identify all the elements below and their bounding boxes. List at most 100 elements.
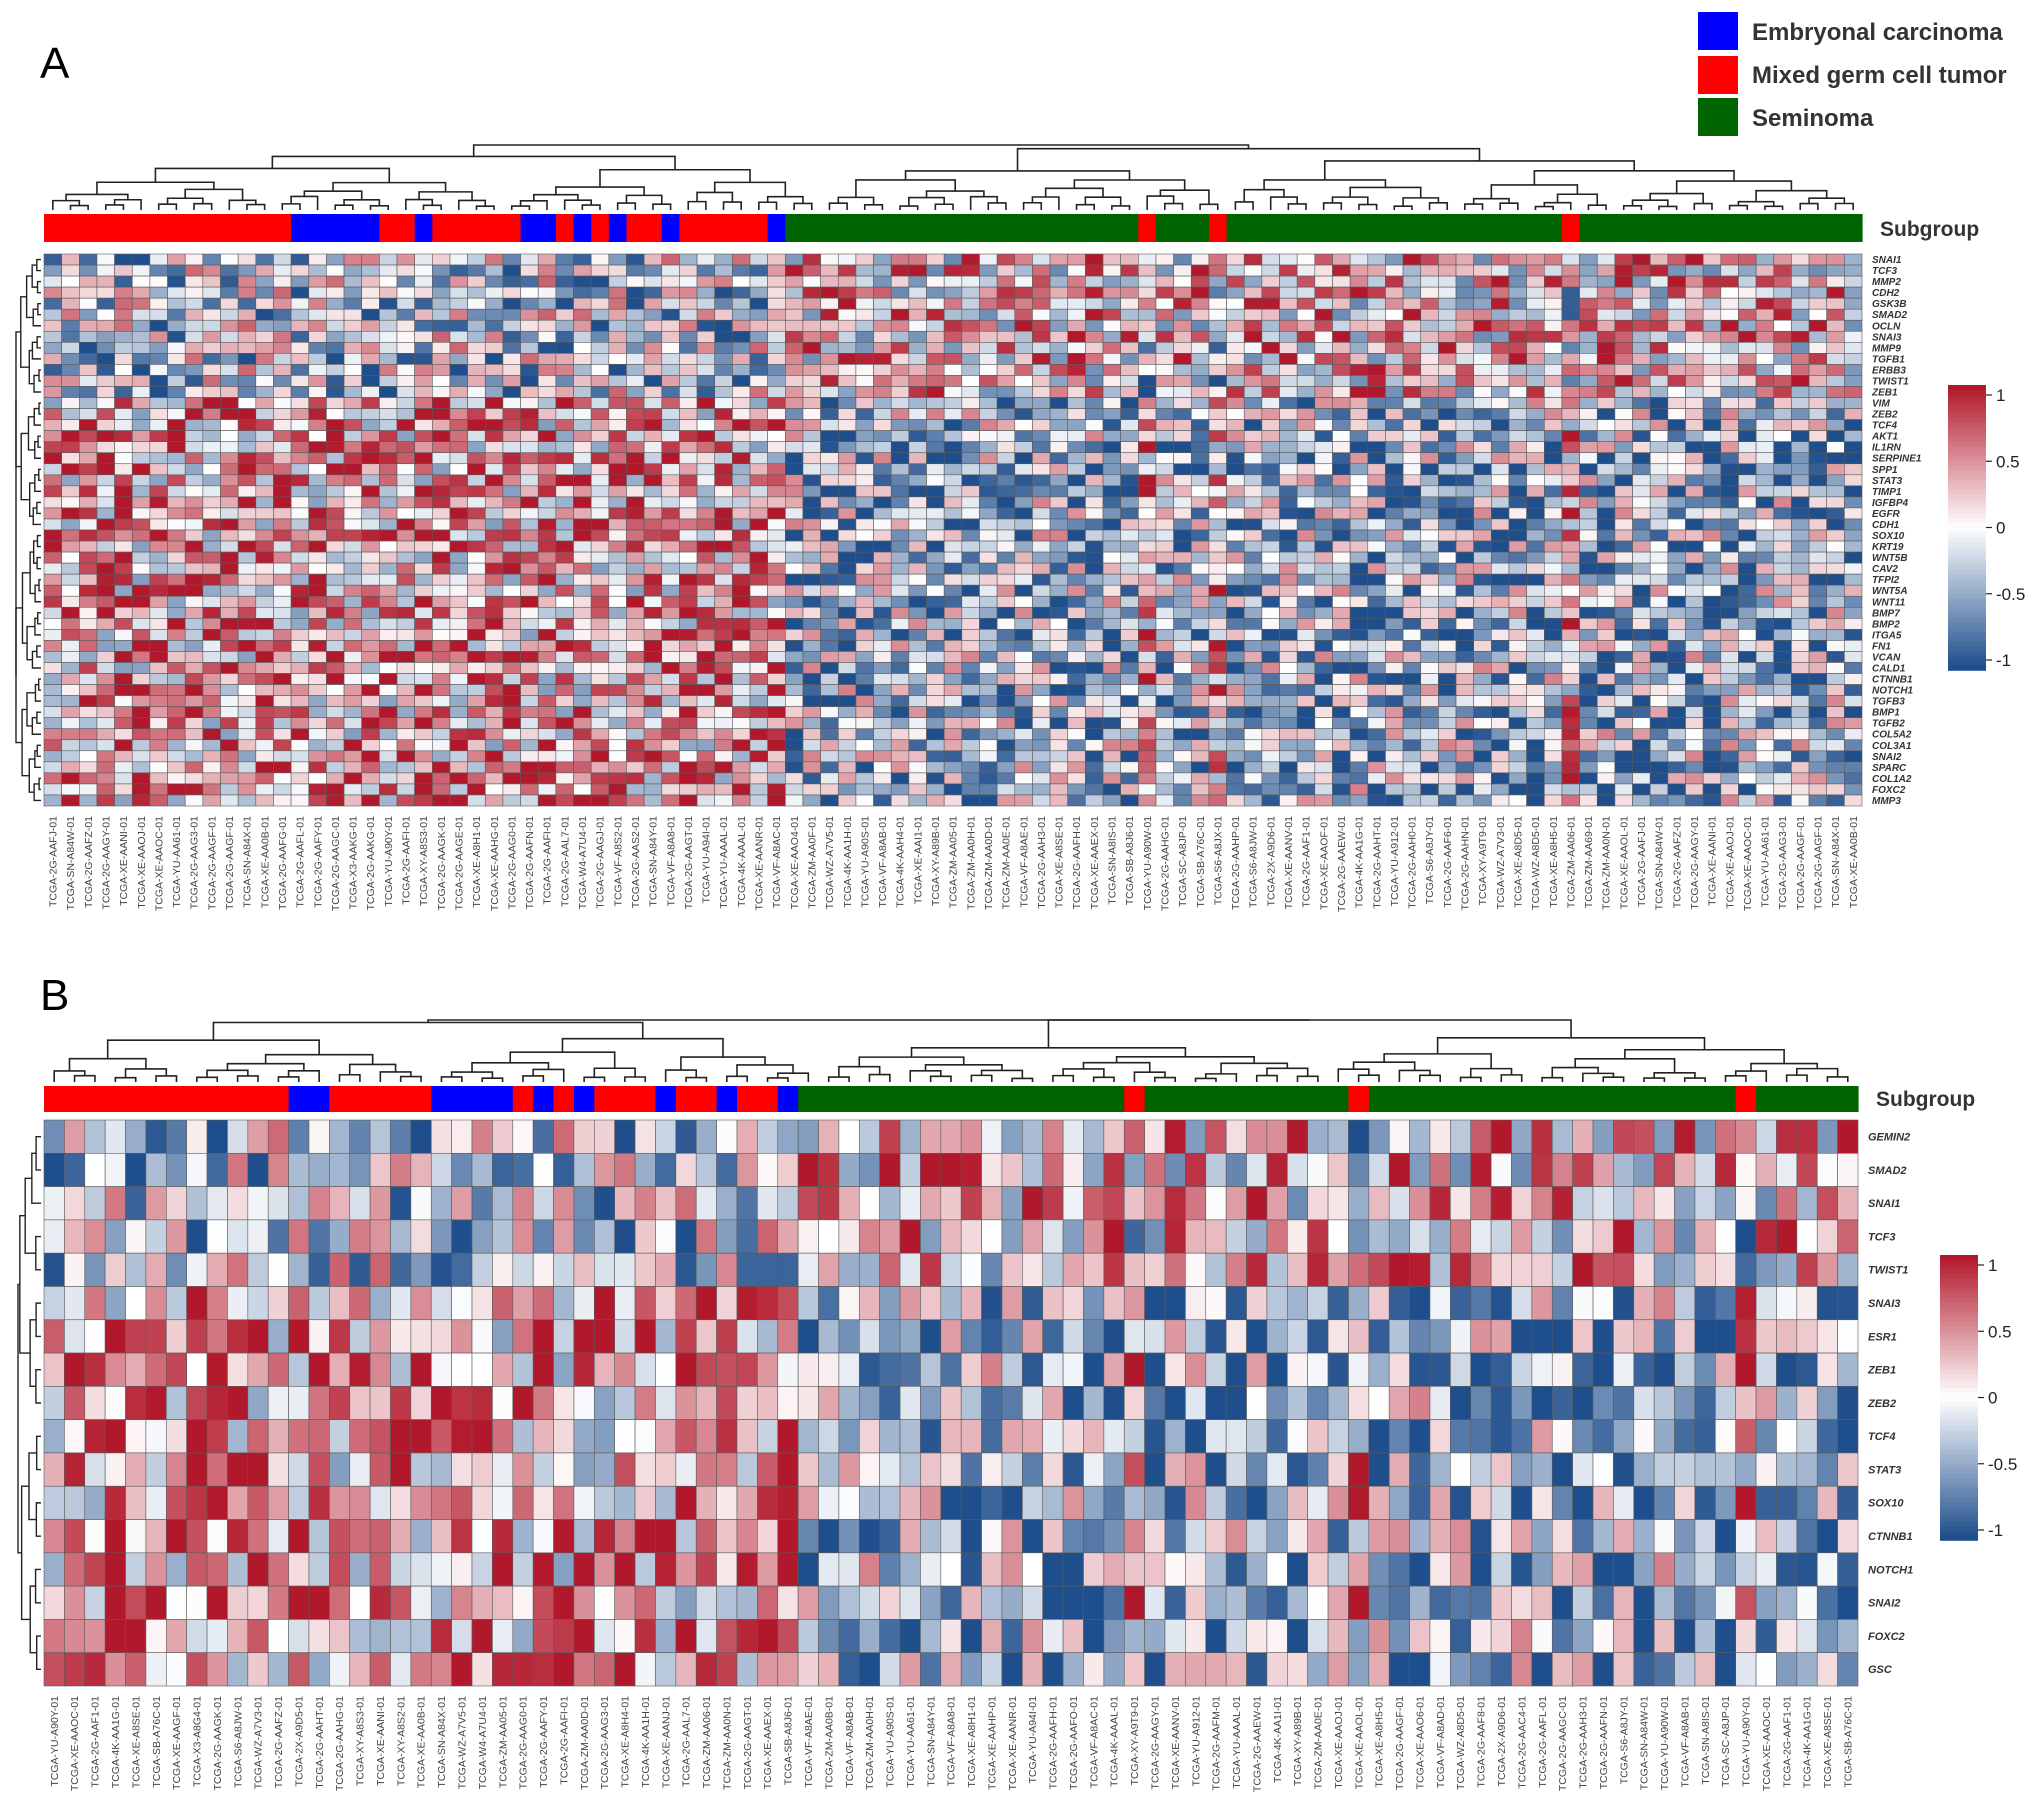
heatmap-cell — [484, 750, 504, 763]
heatmap-cell — [114, 651, 133, 663]
heatmap-cell — [573, 540, 592, 553]
heatmap-cell — [1667, 330, 1686, 343]
heatmap-cell — [220, 375, 239, 387]
heatmap-cell — [1773, 386, 1792, 398]
heatmap-cell — [96, 629, 115, 641]
heatmap-cell — [1632, 651, 1651, 663]
heatmap-cell — [1402, 308, 1422, 321]
heatmap-cell — [643, 485, 663, 498]
dendrogram-branch — [34, 683, 41, 702]
heatmap-cell — [1455, 474, 1474, 487]
heatmap-cell — [1438, 562, 1457, 575]
heatmap-cell — [908, 297, 927, 310]
heatmap-cell — [1632, 485, 1651, 498]
heatmap-cell — [1367, 684, 1386, 696]
heatmap-cell — [1279, 397, 1298, 409]
heatmap-cell — [114, 640, 133, 652]
heatmap-cell — [573, 308, 592, 321]
heatmap-cell — [661, 507, 680, 520]
heatmap-cell — [114, 408, 133, 420]
heatmap-cell — [1632, 618, 1651, 630]
heatmap-cell — [43, 319, 62, 332]
heatmap-cell — [837, 408, 857, 420]
heatmap-cell — [1085, 419, 1104, 431]
heatmap-cell — [1508, 419, 1527, 431]
heatmap-cell — [1844, 485, 1863, 498]
heatmap-cell — [1190, 353, 1210, 365]
heatmap-cell — [1173, 397, 1192, 409]
heatmap-cell — [979, 330, 998, 343]
heatmap-cell — [1049, 286, 1069, 299]
heatmap-cell — [732, 419, 751, 431]
heatmap-cell — [1067, 684, 1086, 696]
heatmap-cell — [1190, 651, 1210, 663]
heatmap-cell — [396, 463, 415, 476]
heatmap-cell — [396, 706, 415, 718]
heatmap-cell — [1508, 364, 1527, 376]
heatmap-cell — [1208, 253, 1227, 266]
heatmap-cell — [1032, 408, 1051, 420]
heatmap-cell — [873, 706, 892, 718]
heatmap-cell — [1367, 485, 1386, 498]
heatmap-cell — [961, 275, 980, 288]
heatmap-cell — [273, 640, 292, 652]
heatmap-cell — [1702, 364, 1722, 376]
heatmap-cell — [255, 253, 274, 266]
heatmap-cell — [1685, 618, 1704, 630]
heatmap-cell — [573, 562, 592, 575]
heatmap-cell — [802, 330, 821, 343]
heatmap-cell — [1632, 496, 1651, 509]
annotation-cell — [1738, 214, 1757, 242]
heatmap-cell — [1385, 496, 1404, 509]
annotation-cell — [1456, 214, 1475, 242]
heatmap-cell — [837, 496, 857, 509]
heatmap-cell — [1208, 673, 1227, 685]
heatmap-cell — [379, 551, 398, 564]
heatmap-cell — [1773, 640, 1792, 652]
heatmap-cell — [1438, 651, 1457, 663]
heatmap-cell — [820, 330, 839, 343]
heatmap-cell — [1014, 684, 1033, 696]
heatmap-cell — [1596, 452, 1616, 465]
heatmap-cell — [414, 695, 433, 707]
heatmap-cell — [1190, 386, 1210, 398]
heatmap-cell — [1014, 695, 1033, 707]
heatmap-cell — [1385, 419, 1404, 431]
dendrogram-branch — [510, 205, 531, 210]
heatmap-cell — [202, 474, 221, 487]
heatmap-cell — [837, 330, 857, 343]
heatmap-cell — [1844, 706, 1863, 718]
heatmap-cell — [290, 507, 310, 520]
heatmap-cell — [1508, 529, 1527, 542]
heatmap-cell — [361, 518, 380, 531]
heatmap-cell — [326, 441, 345, 454]
heatmap-cell — [1296, 562, 1316, 575]
heatmap-cell — [484, 330, 504, 343]
heatmap-cell — [679, 364, 698, 376]
heatmap-cell — [1155, 275, 1174, 288]
heatmap-cell — [1138, 551, 1157, 564]
annotation-cell — [1809, 214, 1828, 242]
heatmap-cell — [1208, 684, 1227, 696]
heatmap-cell — [1385, 717, 1404, 730]
heatmap-cell — [1296, 375, 1316, 387]
heatmap-cell — [1720, 253, 1739, 266]
heatmap-cell — [555, 507, 574, 520]
heatmap-cell — [167, 485, 186, 498]
heatmap-cell — [820, 717, 839, 730]
heatmap-cell — [326, 319, 345, 332]
heatmap-cell — [1632, 397, 1651, 409]
heatmap-cell — [643, 275, 663, 288]
heatmap-cell — [1632, 529, 1651, 542]
heatmap-cell — [1402, 342, 1422, 354]
heatmap-cell — [96, 419, 115, 431]
heatmap-cell — [537, 397, 557, 409]
heatmap-cell — [785, 662, 804, 674]
heatmap-cell — [237, 485, 257, 498]
heatmap-cell — [1649, 419, 1669, 431]
heatmap-cell — [1579, 408, 1598, 420]
heatmap-cell — [1844, 618, 1863, 630]
heatmap-cell — [908, 264, 927, 277]
heatmap-cell — [855, 618, 874, 630]
heatmap-cell — [626, 540, 645, 553]
